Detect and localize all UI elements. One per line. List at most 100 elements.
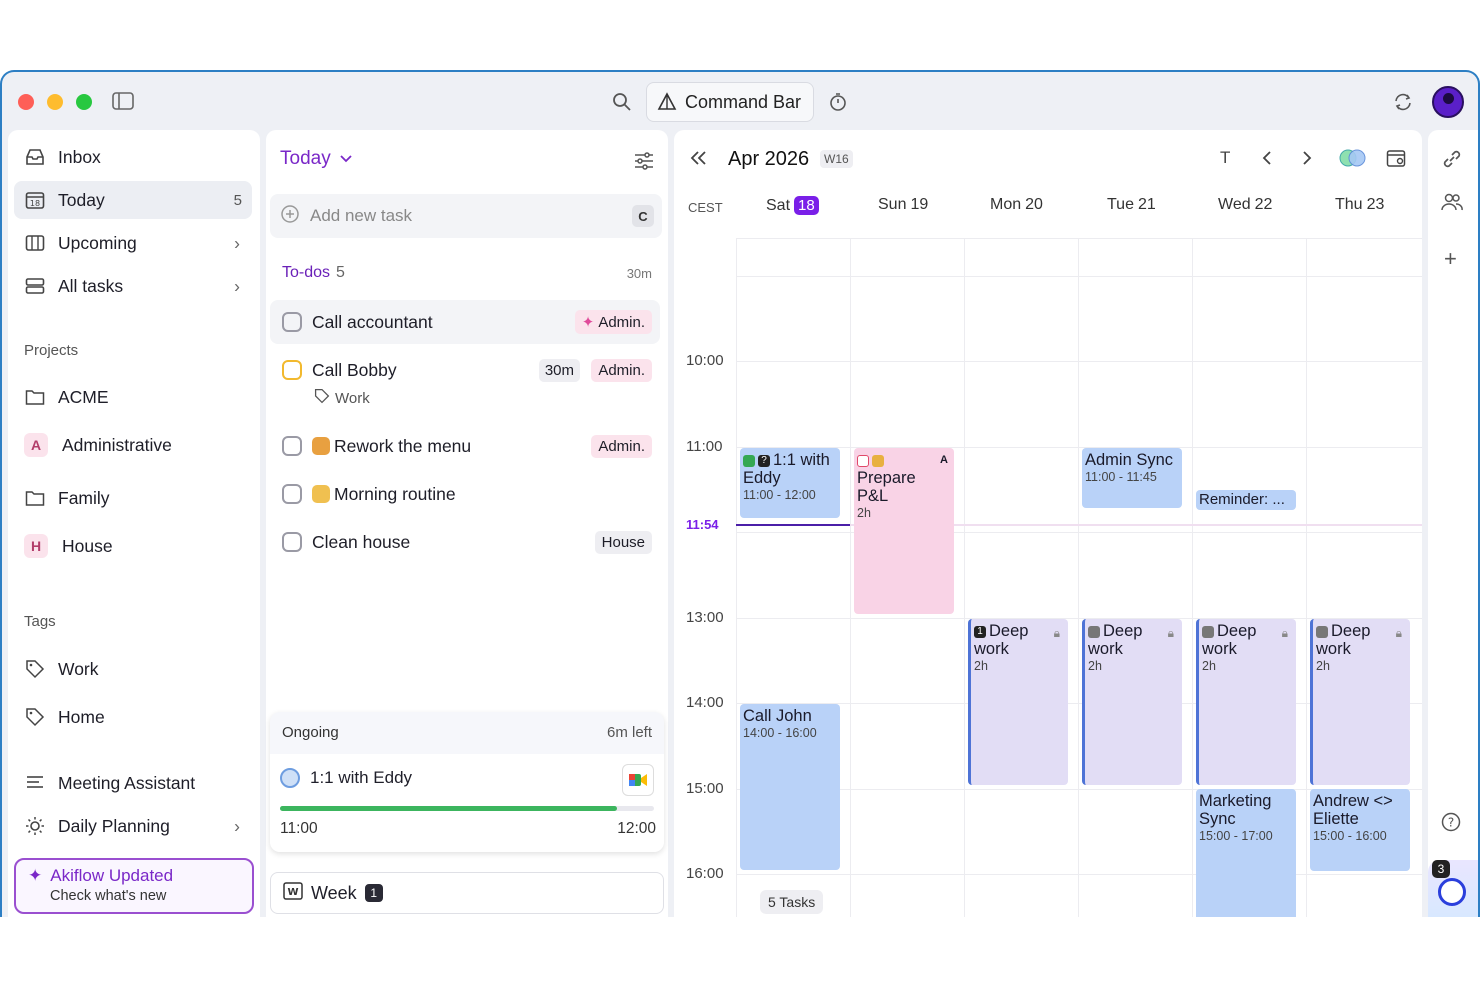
sidebar-item-daily-planning[interactable]: Daily Planning › [14, 807, 252, 845]
minimize-window-button[interactable] [47, 94, 63, 110]
task-subtag: Work [314, 388, 370, 408]
task-checkbox[interactable] [282, 360, 302, 380]
event-title: Deep work [1088, 622, 1143, 658]
event-marketing-sync[interactable]: Marketing Sync 15:00 - 17:00 [1196, 789, 1296, 917]
hour-line [736, 447, 1422, 448]
event-andrew-eliette[interactable]: Andrew <> Eliette 15:00 - 16:00 [1310, 789, 1410, 871]
command-bar-button[interactable]: Command Bar [646, 82, 814, 122]
sidebar-item-label: All tasks [58, 275, 124, 296]
today-dropdown[interactable]: Today [280, 148, 353, 170]
event-title: Marketing Sync [1199, 792, 1272, 828]
project-badge: A [24, 433, 48, 457]
sidebar-toggle-icon[interactable] [112, 92, 134, 110]
maximize-window-button[interactable] [76, 94, 92, 110]
event-prepare-pnl[interactable]: Prepare P&L 2h A [854, 448, 954, 614]
day-header-thu[interactable]: Thu 23 [1335, 196, 1384, 214]
task-checkbox[interactable] [282, 484, 302, 504]
task-checkbox[interactable] [282, 436, 302, 456]
sync-icon[interactable] [1392, 92, 1414, 112]
user-avatar[interactable] [1432, 86, 1464, 118]
day-header-sat[interactable]: Sat 18 [766, 196, 819, 215]
app-window: Command Bar Inbox 18 Today 5 Upcoming › … [0, 70, 1480, 917]
people-icon[interactable] [1441, 192, 1463, 217]
chevron-right-icon: › [234, 815, 240, 836]
ongoing-event-title: 1:1 with Eddy [310, 768, 413, 787]
hour-label: 13:00 [686, 609, 724, 626]
sidebar-item-label: Inbox [58, 146, 101, 167]
day-header-mon[interactable]: Mon 20 [990, 196, 1043, 214]
stack-icon [24, 275, 46, 297]
task-row[interactable]: Morning routine [270, 472, 660, 516]
task-row[interactable]: Call accountant ✦ Admin. [270, 300, 660, 344]
update-card[interactable]: ✦ Akiflow Updated Check what's new [14, 858, 254, 914]
week-button[interactable]: W Week 1 [270, 872, 664, 914]
event-deep-work-mon[interactable]: 1 Deep work 2h 🔒︎ [968, 619, 1068, 785]
sidebar-item-inbox[interactable]: Inbox [14, 138, 252, 176]
sidebar-tag-home[interactable]: Home [14, 698, 252, 736]
sidebar-project-house[interactable]: H House [14, 527, 252, 565]
ongoing-event-title-row: 1:1 with Eddy [280, 768, 412, 788]
event-time: 11:00 - 12:00 [743, 488, 816, 502]
number-badge-icon: ? [758, 454, 770, 467]
ongoing-event[interactable]: 1:1 with Eddy 11:00 12:00 [270, 754, 664, 852]
day-number: 23 [1366, 196, 1385, 213]
next-week-icon[interactable] [1300, 148, 1314, 173]
event-call-john[interactable]: Call John 14:00 - 16:00 [740, 704, 840, 870]
sidebar-item-label: Today [58, 189, 105, 210]
sidebar-item-meeting-assistant[interactable]: Meeting Assistant [14, 764, 252, 802]
add-icon[interactable]: + [1444, 246, 1457, 271]
sidebar-item-all-tasks[interactable]: All tasks › [14, 267, 252, 305]
sidebar-project-administrative[interactable]: A Administrative [14, 426, 252, 464]
project-badge: H [24, 534, 48, 558]
tasks-chip[interactable]: 5 Tasks [760, 890, 824, 914]
day-header-tue[interactable]: Tue 21 [1107, 196, 1156, 214]
task-row[interactable]: Rework the menu Admin. [270, 424, 660, 468]
filter-icon[interactable] [634, 152, 654, 175]
sun-icon [24, 815, 46, 837]
day-header-wed[interactable]: Wed 22 [1218, 196, 1272, 214]
sidebar-project-acme[interactable]: ACME [14, 378, 252, 416]
day-number: 18 [794, 196, 819, 215]
task-checkbox[interactable] [282, 532, 302, 552]
collapse-icon[interactable] [688, 148, 710, 173]
timer-icon[interactable] [828, 92, 848, 112]
close-window-button[interactable] [18, 94, 34, 110]
day-header-sun[interactable]: Sun 19 [878, 196, 928, 214]
task-duration: 30m [538, 358, 580, 382]
update-title: Akiflow Updated [50, 866, 174, 885]
svg-text:W: W [287, 887, 298, 898]
add-task-input[interactable]: Add new task C [270, 194, 662, 238]
shortcut-key: C [632, 205, 654, 227]
number-badge-icon: 1 [974, 625, 986, 638]
event-admin-sync[interactable]: Admin Sync 11:00 - 11:45 [1082, 448, 1182, 508]
event-deep-work-wed[interactable]: Deep work 2h 🔒︎ [1196, 619, 1296, 785]
progress-bar [280, 806, 654, 811]
task-checkbox[interactable] [282, 312, 302, 332]
todos-heading: To-dos 5 [282, 264, 345, 282]
video-call-icon[interactable] [622, 764, 654, 796]
sidebar-item-upcoming[interactable]: Upcoming › [14, 224, 252, 262]
search-icon[interactable] [612, 92, 632, 112]
prev-week-icon[interactable] [1260, 148, 1274, 173]
day-column-divider [736, 238, 737, 917]
event-deep-work-tue[interactable]: Deep work 2h 🔒︎ [1082, 619, 1182, 785]
calendars-toggle-icon[interactable] [1338, 148, 1368, 173]
task-row[interactable]: Clean house House [270, 520, 660, 564]
event-deep-work-thu[interactable]: Deep work 2h 🔒︎ [1310, 619, 1410, 785]
event-duration: 2h [974, 659, 988, 673]
event-title: Deep work [1316, 622, 1371, 658]
hour-line [736, 874, 1422, 875]
link-icon[interactable] [1441, 148, 1463, 175]
sidebar-item-today[interactable]: 18 Today 5 [14, 181, 252, 219]
today-button[interactable]: T [1220, 148, 1231, 167]
calendar-settings-icon[interactable] [1386, 148, 1406, 173]
task-row[interactable]: Call Bobby 30m Admin. [270, 348, 660, 392]
day-column-divider [964, 238, 965, 917]
event-title: Andrew <> Eliette [1313, 792, 1393, 828]
sidebar-tag-work[interactable]: Work [14, 650, 252, 688]
assistant-launcher[interactable]: 3 [1428, 860, 1478, 917]
event-1on1-eddy[interactable]: ? 1:1 with Eddy 11:00 - 12:00 [740, 448, 840, 518]
help-icon[interactable]: ? [1441, 812, 1461, 837]
sidebar-project-family[interactable]: Family [14, 479, 252, 517]
event-reminder[interactable]: Reminder: ... [1196, 490, 1296, 510]
